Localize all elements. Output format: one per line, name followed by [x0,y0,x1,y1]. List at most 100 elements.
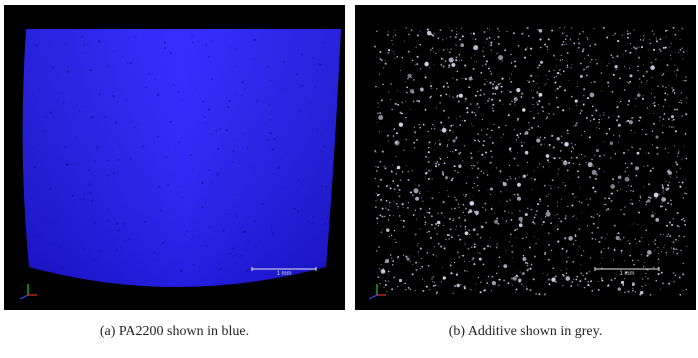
additive-particle [671,126,673,128]
additive-particle [386,134,389,137]
additive-particle [539,198,541,201]
additive-particle [581,50,584,53]
additive-particle [668,187,670,189]
pore-speck [176,252,178,254]
pore-speck [66,70,70,73]
additive-particle [420,257,423,259]
additive-particle [545,154,550,158]
orientation-axes-icon [368,284,386,300]
additive-particle [526,161,529,163]
additive-particle [665,86,667,89]
additive-particle [646,80,648,82]
additive-particle [500,191,502,193]
additive-particle [498,256,501,258]
additive-particle [458,164,462,168]
additive-particle [397,285,399,287]
pore-speck [129,62,132,65]
additive-particle [506,30,508,33]
pore-speck [303,179,305,181]
additive-particle [655,197,657,199]
additive-particle [542,272,544,274]
additive-particle [544,43,547,46]
additive-particle [548,70,551,73]
additive-particle [519,271,521,273]
additive-particle [685,288,687,291]
additive-particle [469,210,472,212]
additive-particle [600,263,601,265]
additive-particle [601,257,603,259]
additive-particles [373,26,688,296]
additive-particle [647,49,649,51]
additive-particle [580,187,581,188]
additive-particle [607,81,610,84]
additive-particle [656,152,659,155]
additive-particle [524,150,529,155]
additive-particle [585,161,587,164]
additive-particle [644,261,646,263]
additive-particle [649,42,652,45]
additive-particle [674,70,675,72]
pore-speck [309,102,312,104]
additive-particle [488,29,490,31]
additive-particle [449,218,451,220]
additive-particle [674,145,676,147]
additive-particle [569,39,572,41]
pore-speck [235,132,237,134]
additive-particle [454,169,456,172]
additive-particle [401,101,404,104]
additive-particle [437,224,440,227]
additive-particle [390,234,393,237]
additive-particle [647,199,651,203]
additive-particle [491,275,494,278]
additive-particle [620,292,622,293]
additive-particle [478,151,480,153]
pore-speck [88,183,91,186]
additive-particle [564,27,566,29]
additive-particle [684,133,687,135]
additive-particle [655,40,659,43]
pore-speck [114,235,116,237]
pore-speck [181,204,183,206]
additive-particle [537,167,539,169]
pore-speck [318,183,320,185]
additive-particle [539,38,542,41]
additive-particle [472,38,474,40]
additive-particle [455,226,458,228]
additive-particle [428,141,431,144]
additive-particle [643,37,645,39]
additive-particle [475,283,477,285]
additive-particle [667,184,670,187]
additive-particle [637,93,641,98]
pore-speck [303,145,305,146]
additive-particle [630,199,632,201]
pore-speck [124,239,126,241]
additive-particle [440,57,443,60]
pore-speck [33,123,35,126]
additive-particle [496,272,498,275]
pore-speck [115,222,119,225]
additive-particle [402,207,404,209]
additive-particle [630,129,632,132]
additive-particle [461,120,463,121]
additive-particle [429,82,431,84]
additive-particle [508,78,510,80]
additive-particle [496,52,498,55]
additive-particle [645,200,648,203]
additive-particle [463,260,465,262]
additive-particle [671,90,674,93]
additive-particle [582,250,585,252]
additive-particle [593,80,596,84]
additive-particle [444,60,447,62]
additive-particle [448,57,454,63]
additive-particle [637,65,639,68]
additive-particle [446,156,449,158]
additive-particle [660,251,662,253]
additive-particle [677,152,680,154]
additive-particle [527,79,529,81]
additive-particle [526,269,529,272]
additive-particle [616,189,619,192]
additive-particle [445,93,448,96]
additive-particle [440,245,443,248]
additive-particle [478,106,480,109]
additive-particle [626,32,630,35]
